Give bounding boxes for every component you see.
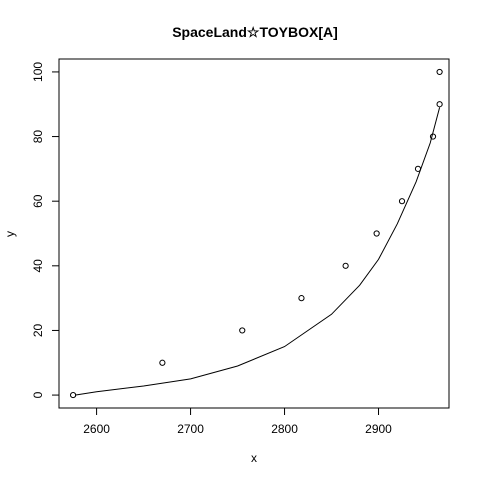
y-tick-label: 0 [31,391,45,398]
y-axis: 0 20 40 60 80 100 [31,62,60,398]
data-point [429,133,437,140]
y-tick-label: 40 [31,259,45,273]
data-point [436,101,443,108]
data-point [69,391,77,399]
data-point [436,68,443,76]
data-point [342,262,349,269]
y-tick-label: 60 [31,194,45,208]
data-point [298,295,305,302]
fitted-curve [74,107,441,396]
data-point [239,327,246,334]
x-tick-label: 2600 [83,422,110,436]
x-tick-label: 2800 [271,422,298,436]
chart-title: SpaceLand☆TOYBOX[A] [172,24,338,40]
data-point [414,165,422,172]
y-tick-label: 80 [31,130,45,144]
plot-box [58,58,450,409]
y-tick-label: 100 [31,62,45,82]
x-tick-label: 2700 [177,422,204,436]
y-tick-label: 20 [31,323,45,337]
x-axis-label: x [251,451,257,465]
data-points [69,68,443,399]
x-axis: 2600 2700 2800 2900 [83,407,392,436]
data-point [373,230,380,237]
y-axis-label: y [3,231,17,237]
x-tick-label: 2900 [365,422,392,436]
data-point [398,198,406,205]
data-point [159,359,166,366]
